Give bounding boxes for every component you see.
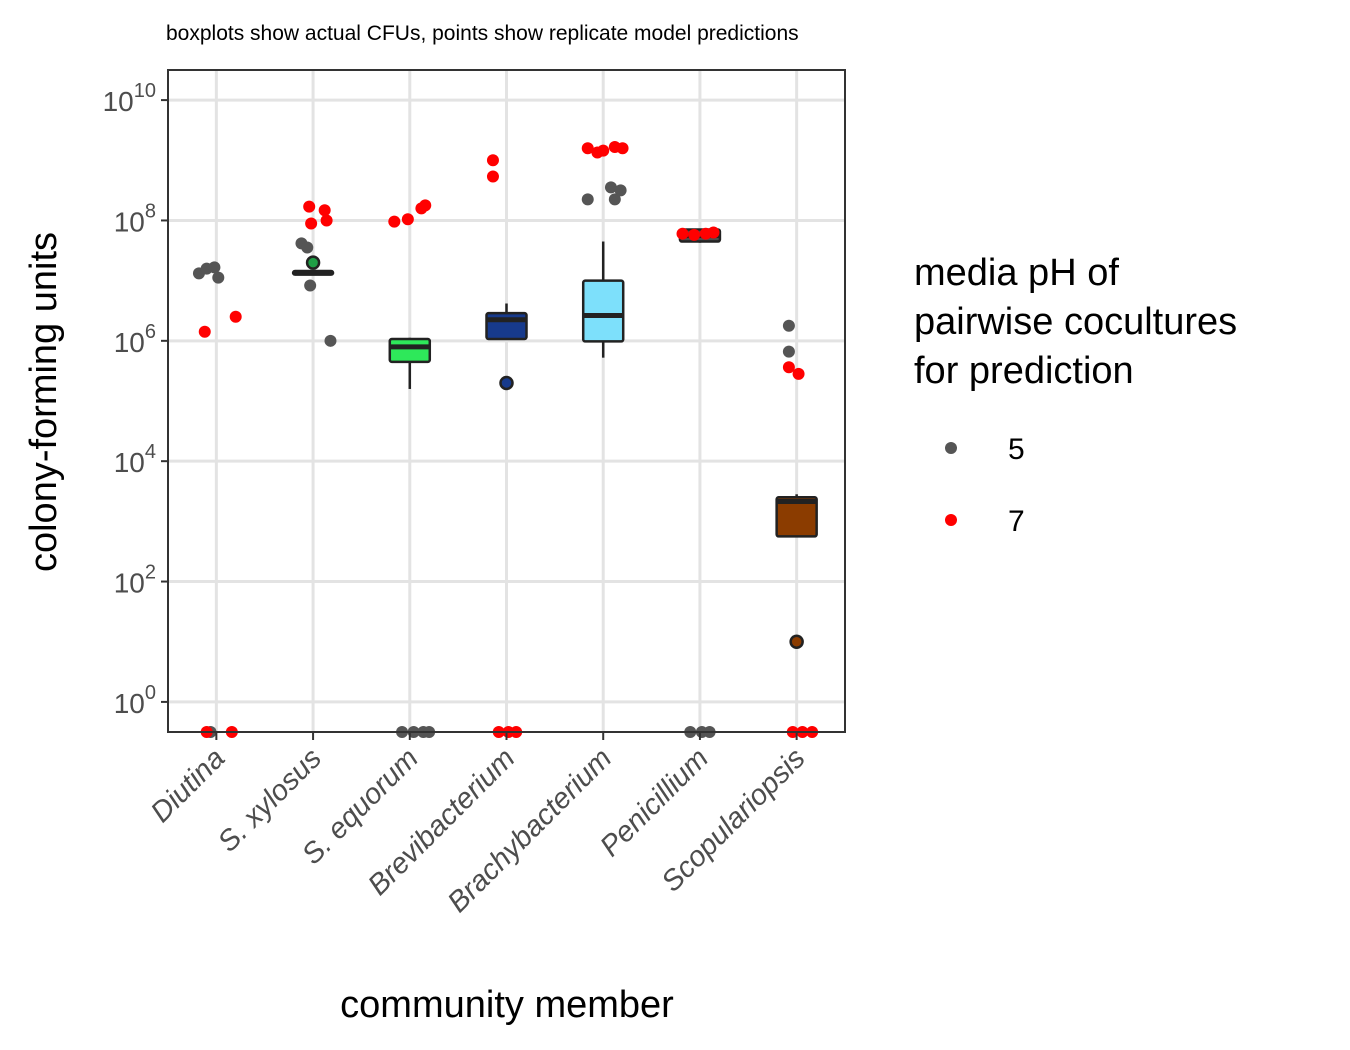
prediction-point-ph5	[604, 181, 617, 194]
boxplots	[291, 228, 818, 649]
legend-title-line-1: media pH of	[914, 252, 1119, 294]
prediction-point-ph7	[229, 310, 242, 323]
box	[581, 279, 625, 343]
legend-title-line-2: pairwise cocultures	[914, 301, 1237, 343]
prediction-point-ph7	[486, 154, 499, 167]
prediction-point-ph7	[305, 217, 318, 230]
prediction-point-ph7	[198, 325, 211, 338]
grid-lines	[168, 70, 845, 732]
prediction-point-ph7	[688, 228, 701, 241]
prediction-point-ph7	[318, 204, 331, 217]
y-tick-label: 1010	[103, 80, 156, 117]
prediction-point-ph7	[303, 200, 316, 213]
outlier-point	[789, 634, 804, 649]
prediction-point-ph5	[614, 184, 627, 197]
boxplot	[388, 337, 432, 389]
legend-label-ph7: 7	[1008, 505, 1025, 538]
prediction-point-ph5	[608, 193, 621, 206]
y-tick-label: 102	[114, 562, 156, 599]
prediction-point-ph5	[304, 279, 317, 292]
prediction-point-ph5	[581, 193, 594, 206]
box	[775, 496, 818, 538]
prediction-point-ph7	[419, 199, 432, 212]
prediction-point-ph5	[782, 319, 795, 332]
prediction-point-ph7	[388, 215, 401, 228]
boxplot	[775, 494, 818, 649]
legend: media pH of pairwise cocultures for pred…	[914, 252, 1237, 538]
legend-label-ph5: 5	[1008, 433, 1025, 466]
prediction-point-ph5	[782, 345, 795, 358]
prediction-point-ph7	[782, 361, 795, 374]
prediction-point-ph5	[212, 271, 225, 284]
prediction-point-ph7	[676, 227, 689, 240]
x-axis-title: community member	[340, 984, 674, 1026]
legend-key-ph5	[945, 442, 957, 454]
boxplot	[581, 241, 625, 358]
chart-subtitle: boxplots show actual CFUs, points show r…	[166, 22, 799, 45]
prediction-point-ph7	[581, 142, 594, 155]
y-axis-title: colony-forming units	[23, 232, 65, 572]
y-tick-label: 100	[114, 682, 156, 719]
y-tick-label: 104	[114, 441, 156, 478]
box	[485, 311, 528, 341]
y-tick-label: 106	[114, 321, 156, 358]
x-tick-label: Diutina	[145, 742, 231, 828]
prediction-point-ph7	[792, 367, 805, 380]
x-tick-label: Brachybacterium	[442, 742, 618, 918]
prediction-point-ph7	[616, 142, 629, 155]
y-axis: 1010 108 106 104 102 100	[103, 80, 168, 719]
legend-title-line-3: for prediction	[914, 350, 1134, 392]
prediction-point-ph7	[597, 144, 610, 157]
outlier-point	[499, 375, 514, 391]
outlier-point	[305, 255, 321, 270]
prediction-point-ph7	[401, 213, 414, 226]
prediction-points	[192, 141, 819, 738]
boxplot	[485, 303, 528, 391]
box	[388, 337, 432, 364]
prediction-point-ph5	[301, 241, 314, 254]
legend-key-ph7	[945, 514, 957, 526]
prediction-point-ph7	[486, 170, 499, 183]
y-tick-label: 108	[114, 200, 156, 237]
boxplot	[291, 255, 335, 276]
prediction-point-ph5	[324, 334, 337, 347]
prediction-point-ph5	[208, 261, 221, 274]
prediction-point-ph7	[707, 226, 720, 239]
prediction-point-ph7	[320, 214, 333, 227]
